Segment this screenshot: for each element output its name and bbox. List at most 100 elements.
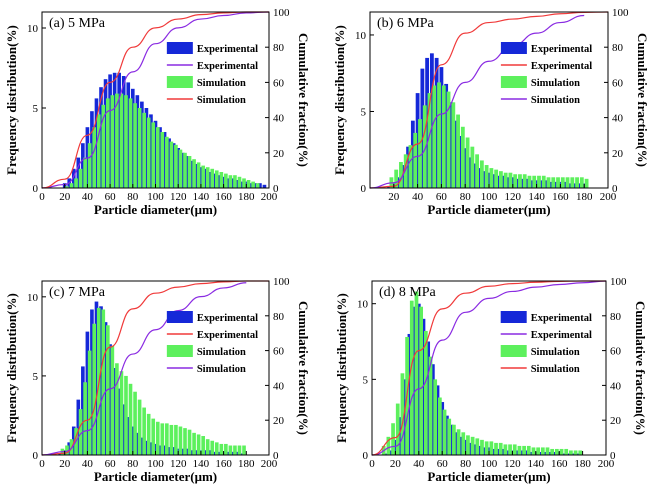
legend-label: Simulation xyxy=(531,347,580,358)
experimental-bar xyxy=(563,181,568,188)
experimental-bar xyxy=(171,447,176,455)
simulation-bar xyxy=(224,443,228,455)
simulation-bar xyxy=(224,173,228,188)
x-tick-label: 80 xyxy=(460,458,472,470)
experimental-bar xyxy=(162,132,167,188)
experimental-bar xyxy=(410,120,415,188)
experimental-bar xyxy=(208,172,212,188)
experimental-bar xyxy=(501,448,505,455)
simulation-bar xyxy=(178,426,183,455)
simulation-bar xyxy=(187,156,192,188)
experimental-bar xyxy=(491,174,496,188)
experimental-bar xyxy=(519,450,524,455)
simulation-bar xyxy=(508,172,513,188)
simulation-bar xyxy=(418,119,422,188)
simulation-bar xyxy=(447,418,452,455)
experimental-bar xyxy=(487,172,491,188)
experimental-bar xyxy=(140,437,144,455)
experimental-bar xyxy=(158,445,162,455)
simulation-bar xyxy=(233,445,237,455)
y2-tick-label: 20 xyxy=(273,415,285,427)
experimental-bar xyxy=(398,417,402,455)
experimental-bar xyxy=(482,447,487,455)
simulation-bar xyxy=(192,432,196,455)
y2-tick-label: 80 xyxy=(610,311,622,323)
experimental-legend-swatch xyxy=(500,42,527,54)
experimental-bar xyxy=(463,148,468,188)
simulation-bar xyxy=(174,424,178,455)
experimental-bars xyxy=(387,53,587,188)
simulation-bar xyxy=(201,165,205,188)
simulation-bar xyxy=(584,178,589,188)
experimental-bar xyxy=(81,143,85,188)
legend-label: Experimental xyxy=(197,313,258,324)
experimental-bar xyxy=(121,76,126,188)
experimental-bar xyxy=(180,448,185,455)
simulation-bar xyxy=(484,165,489,188)
legend-label: Experimental xyxy=(531,330,592,341)
simulation-bar xyxy=(165,423,169,455)
simulation-bar xyxy=(246,180,251,188)
experimental-bar xyxy=(412,306,416,455)
x-tick-label: 0 xyxy=(39,458,45,470)
x-tick-label: 40 xyxy=(413,458,425,470)
simulation-bar xyxy=(83,382,87,455)
experimental-bar xyxy=(171,143,176,188)
experimental-bar xyxy=(167,138,171,188)
experimental-bar xyxy=(76,399,81,455)
experimental-bar xyxy=(525,178,529,188)
y2-tick-label: 0 xyxy=(610,450,616,462)
simulation-bar xyxy=(210,440,215,455)
simulation-bar xyxy=(494,442,498,455)
x-tick-label: 40 xyxy=(82,191,94,203)
x-axis-label: Particle diameter(μm) xyxy=(427,469,550,484)
experimental-bar xyxy=(401,165,406,188)
experimental-bar xyxy=(208,450,212,455)
simulation-bar xyxy=(419,306,424,455)
y2-tick-label: 80 xyxy=(273,311,285,323)
experimental-bar xyxy=(212,451,217,455)
simulation-bar xyxy=(414,291,419,455)
experimental-bar xyxy=(566,453,571,455)
experimental-bar xyxy=(393,439,398,455)
simulation-bar xyxy=(74,178,78,188)
experimental-bar xyxy=(402,379,407,455)
simulation-bar xyxy=(69,183,74,188)
simulation-bar xyxy=(578,450,583,455)
y-axis-label: Frequency distribution(%) xyxy=(4,293,19,443)
experimental-bar xyxy=(468,157,472,188)
experimental-cumulative-line xyxy=(371,280,607,456)
legend: Experimental Experimental Simulation Simula… xyxy=(166,311,258,375)
simulation-bar xyxy=(124,375,128,455)
experimental-bar xyxy=(440,402,445,455)
simulation-bar xyxy=(556,177,560,188)
y-tick-label: 0 xyxy=(361,183,367,195)
panel-title: (a) 5 MPa xyxy=(49,16,106,31)
simulation-bar xyxy=(442,409,447,455)
simulation-bar xyxy=(456,114,460,188)
experimental-bar xyxy=(217,175,221,188)
experimental-bar xyxy=(144,108,149,188)
experimental-bar xyxy=(576,453,580,455)
experimental-legend-swatch xyxy=(166,42,193,54)
x-tick-label: 120 xyxy=(504,458,521,470)
experimental-bar xyxy=(420,68,425,188)
simulation-bar xyxy=(513,174,518,188)
x-tick-label: 160 xyxy=(215,191,232,203)
simulation-bar xyxy=(124,95,128,188)
experimental-bar xyxy=(194,164,199,188)
x-tick-label: 60 xyxy=(437,458,449,470)
experimental-cumulative-line xyxy=(41,280,269,456)
experimental-bar xyxy=(515,450,519,455)
simulation-bars xyxy=(389,82,589,188)
simulation-bar xyxy=(155,421,160,455)
simulation-bar xyxy=(219,172,224,188)
experimental-bar xyxy=(477,445,482,455)
simulation-bar xyxy=(92,323,97,455)
y2-tick-label: 60 xyxy=(612,77,624,89)
experimental-bar xyxy=(90,309,94,455)
x-tick-label: 40 xyxy=(82,458,94,470)
y2-tick-label: 40 xyxy=(273,380,285,392)
y2-tick-label: 20 xyxy=(273,148,285,160)
simulation-bar xyxy=(228,445,233,455)
